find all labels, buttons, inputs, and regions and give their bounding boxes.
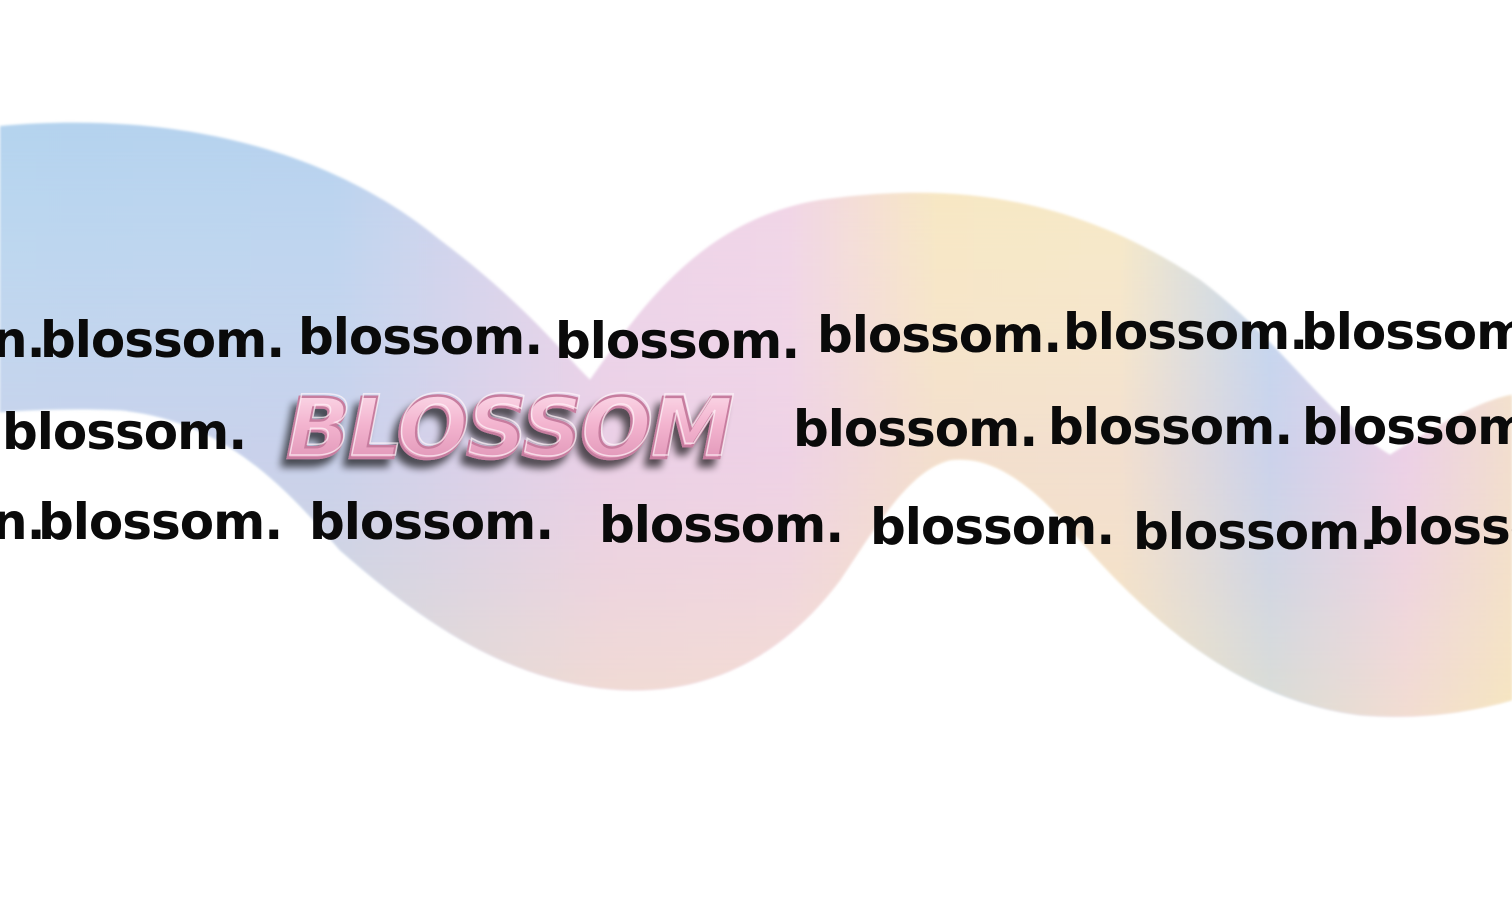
blossom-word: blossom.: [555, 312, 800, 370]
blossom-word: blossom.: [1302, 398, 1512, 456]
blossom-word: blossom.: [870, 498, 1115, 556]
blossom-word: blossom.: [309, 493, 554, 551]
blossom-word: blossom.: [793, 400, 1038, 458]
clipped-word-row3: n.: [0, 493, 46, 551]
blossom-word: blossom.: [599, 496, 844, 554]
blossom-word: blossom.: [1133, 503, 1378, 561]
blossom-word: blossom.: [2, 403, 247, 461]
clipped-word-row1: n.: [0, 311, 46, 369]
blossom-word: blossom.: [38, 493, 283, 551]
bubble-logo: BLOSSOM BLOSSOM: [272, 376, 736, 479]
bubble-logo-highlight: BLOSSOM: [288, 377, 733, 475]
blossom-word: blossom.: [1048, 398, 1293, 456]
blossom-partial-word: blosso: [1368, 498, 1512, 556]
blossom-word: blossom.: [817, 306, 1062, 364]
blossom-word: blossom.: [40, 311, 285, 369]
bubble-logo-text: BLOSSOM: [286, 380, 731, 478]
blossom-word: blossom.: [298, 308, 543, 366]
blossom-word: blossom.: [1063, 303, 1308, 361]
blossom-word: blossom.: [1301, 303, 1512, 361]
